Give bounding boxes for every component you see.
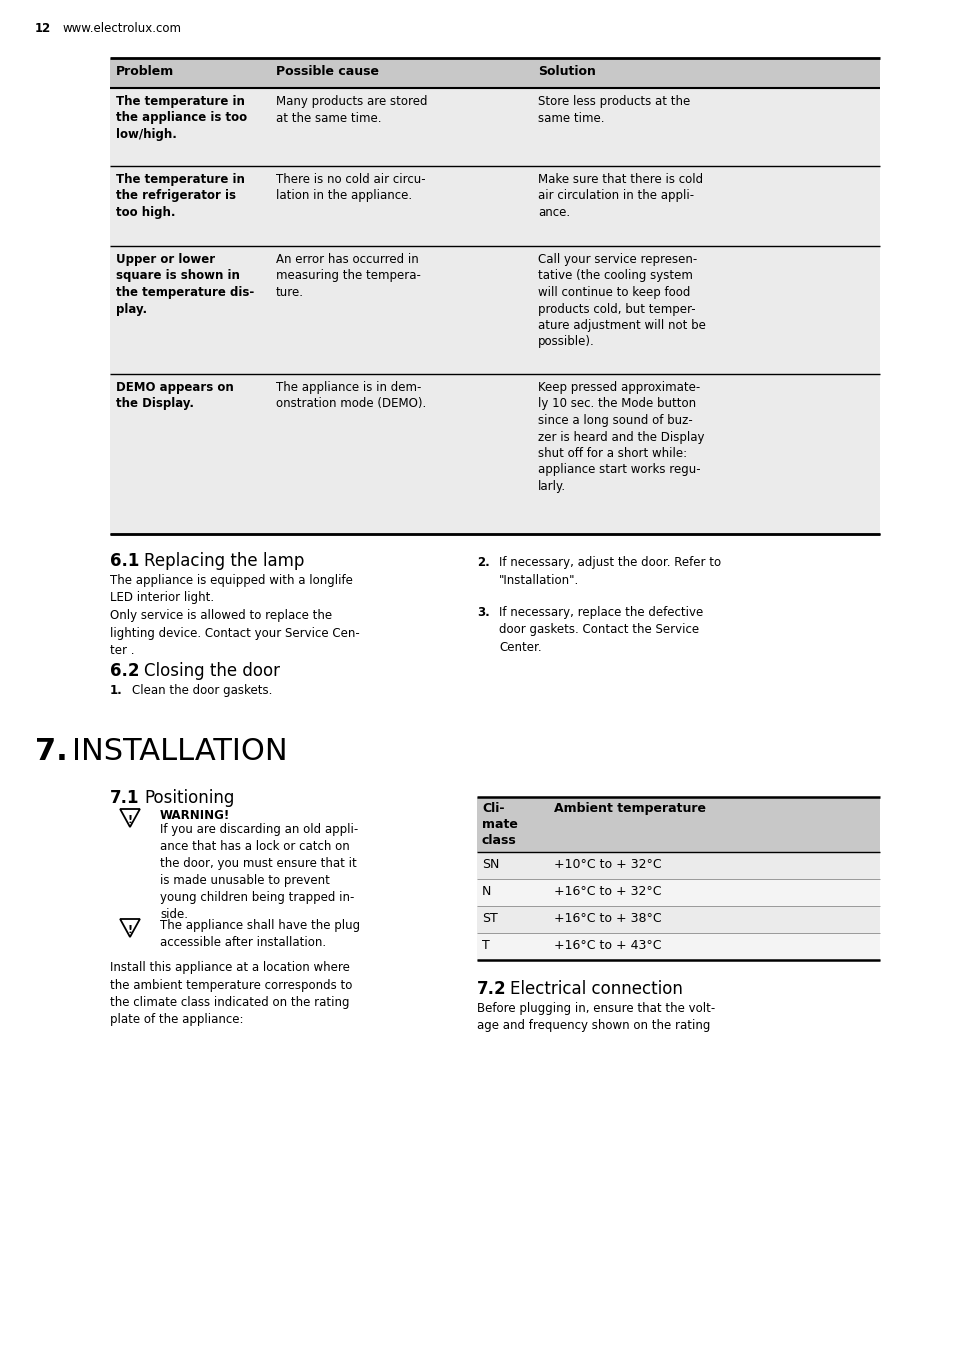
Text: Ambient temperature: Ambient temperature [554, 802, 705, 815]
Text: www.electrolux.com: www.electrolux.com [63, 22, 182, 35]
Text: The appliance is equipped with a longlife
LED interior light.
Only service is al: The appliance is equipped with a longlif… [110, 575, 359, 657]
Text: 3.: 3. [476, 606, 489, 619]
Bar [110, 166, 879, 246]
Text: If necessary, replace the defective
door gaskets. Contact the Service
Center.: If necessary, replace the defective door… [498, 606, 702, 654]
Bar [476, 852, 879, 879]
Text: Store less products at the
same time.: Store less products at the same time. [537, 95, 690, 124]
Text: 7.1: 7.1 [110, 790, 139, 807]
Text: Positioning: Positioning [144, 790, 234, 807]
Bar [476, 906, 879, 933]
Text: DEMO appears on
the Display.: DEMO appears on the Display. [116, 381, 233, 411]
Text: SN: SN [481, 859, 498, 871]
Text: Before plugging in, ensure that the volt-
age and frequency shown on the rating: Before plugging in, ensure that the volt… [476, 1002, 715, 1033]
Text: Clean the door gaskets.: Clean the door gaskets. [132, 684, 273, 698]
Text: If necessary, adjust the door. Refer to
"Installation".: If necessary, adjust the door. Refer to … [498, 556, 720, 587]
Text: Many products are stored
at the same time.: Many products are stored at the same tim… [275, 95, 427, 124]
Text: 2.: 2. [476, 556, 489, 569]
Text: The appliance is in dem-
onstration mode (DEMO).: The appliance is in dem- onstration mode… [275, 381, 426, 411]
Text: +16°C to + 32°C: +16°C to + 32°C [554, 886, 660, 898]
Text: +16°C to + 38°C: +16°C to + 38°C [554, 913, 661, 925]
Text: The temperature in
the appliance is too
low/high.: The temperature in the appliance is too … [116, 95, 247, 141]
Text: 7.: 7. [35, 737, 68, 767]
Text: !: ! [128, 925, 132, 936]
Bar [476, 796, 879, 852]
Text: 7.2: 7.2 [476, 980, 506, 998]
Text: ST: ST [481, 913, 497, 925]
Text: INSTALLATION: INSTALLATION [71, 737, 287, 767]
Text: T: T [481, 940, 489, 952]
Bar [110, 246, 879, 375]
Text: Solution: Solution [537, 65, 596, 78]
Text: There is no cold air circu-
lation in the appliance.: There is no cold air circu- lation in th… [275, 173, 425, 203]
Text: !: ! [128, 815, 132, 825]
Text: Install this appliance at a location where
the ambient temperature corresponds t: Install this appliance at a location whe… [110, 961, 352, 1026]
Text: Upper or lower
square is shown in
the temperature dis-
play.: Upper or lower square is shown in the te… [116, 253, 254, 315]
Bar [476, 879, 879, 906]
Text: Cli-
mate
class: Cli- mate class [481, 802, 517, 846]
Text: Replacing the lamp: Replacing the lamp [144, 552, 304, 571]
Text: 1.: 1. [110, 684, 123, 698]
Text: 12: 12 [35, 22, 51, 35]
Text: 6.2: 6.2 [110, 662, 139, 680]
Text: +16°C to + 43°C: +16°C to + 43°C [554, 940, 660, 952]
Text: +10°C to + 32°C: +10°C to + 32°C [554, 859, 661, 871]
Bar [110, 58, 879, 88]
Text: An error has occurred in
measuring the tempera-
ture.: An error has occurred in measuring the t… [275, 253, 420, 299]
Text: Call your service represen-
tative (the cooling system
will continue to keep foo: Call your service represen- tative (the … [537, 253, 705, 349]
Text: The temperature in
the refrigerator is
too high.: The temperature in the refrigerator is t… [116, 173, 245, 219]
Text: Keep pressed approximate-
ly 10 sec. the Mode button
since a long sound of buz-
: Keep pressed approximate- ly 10 sec. the… [537, 381, 703, 493]
Bar [110, 88, 879, 166]
Text: N: N [481, 886, 491, 898]
Bar [110, 375, 879, 534]
Text: Closing the door: Closing the door [144, 662, 280, 680]
Text: Possible cause: Possible cause [275, 65, 378, 78]
Text: If you are discarding an old appli-
ance that has a lock or catch on
the door, y: If you are discarding an old appli- ance… [160, 823, 358, 921]
Text: Make sure that there is cold
air circulation in the appli-
ance.: Make sure that there is cold air circula… [537, 173, 702, 219]
Text: WARNING!: WARNING! [160, 808, 230, 822]
Text: The appliance shall have the plug
accessible after installation.: The appliance shall have the plug access… [160, 919, 359, 949]
Bar [476, 933, 879, 960]
Text: Electrical connection: Electrical connection [510, 980, 682, 998]
Text: Problem: Problem [116, 65, 174, 78]
Text: 6.1: 6.1 [110, 552, 139, 571]
